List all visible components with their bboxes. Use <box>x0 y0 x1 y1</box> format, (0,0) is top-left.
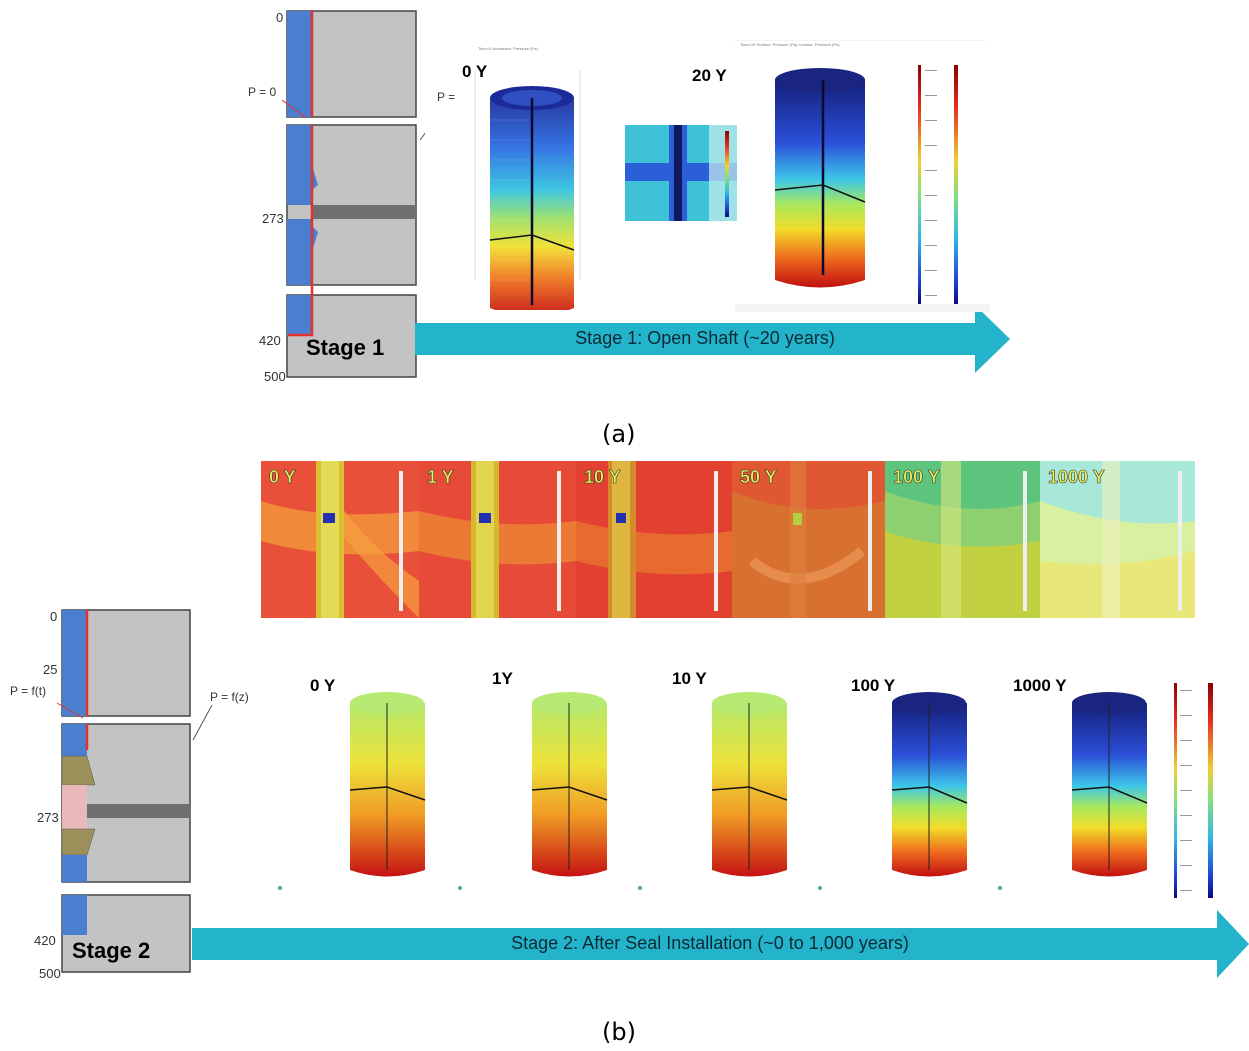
stage1-depth-273: 273 <box>262 211 284 226</box>
cylinder-b-10y <box>711 692 788 877</box>
stage2-depth-25: 25 <box>43 662 58 677</box>
thumb-label-50y: 50 Y <box>740 467 777 488</box>
stage1-depth-0: 0 <box>276 10 284 25</box>
stage1-boundary-right: P = <box>437 90 456 104</box>
stage1-schematic <box>281 10 425 378</box>
thumb-10y: 10 Y <box>576 461 732 618</box>
plot-title-0y: Time=0 Isosurface: Pressure (Pa) <box>478 46 538 51</box>
stage1-arrow-text: Stage 1: Open Shaft (~20 years) <box>575 328 835 348</box>
stage2-depth-420: 420 <box>34 933 56 948</box>
stage1-label: Stage 1 <box>306 335 385 360</box>
stage2-boundary-left: P = f(t) <box>10 684 47 698</box>
cylinder-row <box>278 683 1213 898</box>
stage1-depth-500: 500 <box>264 369 286 384</box>
stage1-time-20: 20 Y <box>692 66 727 85</box>
col-label-100y: 100 Y <box>851 676 896 695</box>
thumb-label-0y: 0 Y <box>269 467 296 488</box>
thumb-1000y: 1000 Y <box>1040 461 1195 618</box>
cylinder-b-1y <box>531 692 608 877</box>
cylinder-b-1000y <box>1071 692 1148 877</box>
stage2-arrow-text: Stage 2: After Seal Installation (~0 to … <box>511 933 909 953</box>
stage2-arrow <box>192 910 1249 978</box>
cylinder-b-0y <box>349 692 426 877</box>
col-label-0y: 0 Y <box>310 676 336 695</box>
thumb-1y: 1 Y <box>419 461 576 618</box>
thumb-100y: 100 Y <box>885 461 1040 618</box>
thumb-label-100y: 100 Y <box>893 467 940 488</box>
stage2-schematic <box>56 609 213 973</box>
thumb-0y: 0 Y <box>261 461 419 618</box>
col-label-1y: 1Y <box>492 669 513 688</box>
panel-a-caption: (a) <box>602 420 636 448</box>
thumb-label-1y: 1 Y <box>427 467 454 488</box>
zoom-inset <box>625 125 737 221</box>
stage2-boundary-right: P = f(z) <box>210 690 249 704</box>
stage1-boundary-left: P = 0 <box>248 85 277 99</box>
stage1-depth-420: 420 <box>259 333 281 348</box>
cylinder-20y <box>735 40 990 312</box>
panel-b-caption: (b) <box>602 1018 636 1046</box>
col-label-10y: 10 Y <box>672 669 707 688</box>
thumb-label-10y: 10 Y <box>584 467 621 488</box>
stage1-time-0: 0 Y <box>462 62 488 81</box>
col-label-1000y: 1000 Y <box>1013 676 1067 695</box>
thumb-label-1000y: 1000 Y <box>1048 467 1105 488</box>
stage2-depth-273: 273 <box>37 810 59 825</box>
stage2-label: Stage 2 <box>72 938 151 963</box>
thumb-50y: 50 Y <box>732 461 885 618</box>
stage2-depth-0: 0 <box>50 609 58 624</box>
stage2-depth-500: 500 <box>39 966 61 981</box>
stage1-arrow <box>415 305 1010 373</box>
cylinder-0y <box>474 70 581 310</box>
plot-title-20y: Time=20 Surface: Pressure (Pa) Contour: … <box>740 42 840 47</box>
cylinder-b-100y <box>891 692 968 877</box>
